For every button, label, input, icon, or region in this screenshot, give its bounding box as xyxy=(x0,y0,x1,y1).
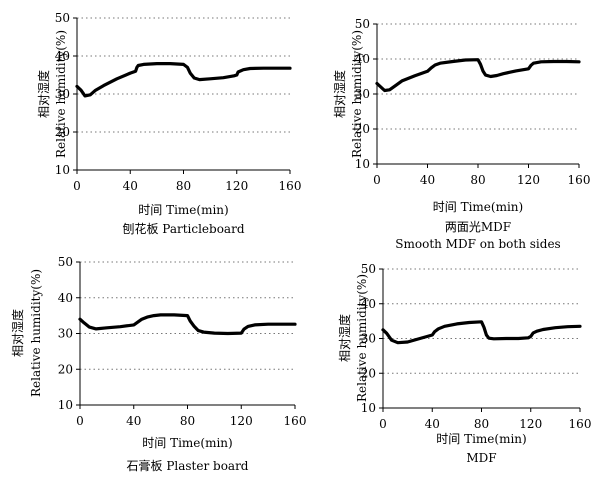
panel-caption: 石膏板 Plaster board xyxy=(127,458,249,473)
x-axis-label: 时间 Time(min) xyxy=(436,432,526,446)
y-tick-label: 40 xyxy=(55,49,70,63)
x-tick-label: 80 xyxy=(470,173,485,187)
y-axis-label-cn: 相对湿度 xyxy=(36,70,51,118)
x-axis-label: 时间 Time(min) xyxy=(138,203,228,217)
x-axis-label: 时间 Time(min) xyxy=(142,436,232,450)
y-axis-label-en: Relative humidity(%) xyxy=(350,30,364,158)
y-tick-label: 30 xyxy=(58,327,73,341)
chart-panel-particleboard: 10 20 30 40 50 0 40 80 120 160 时间 Time(min) 相对湿度 Rel… xyxy=(36,11,301,236)
chart-panel-smooth-mdf: 10 20 30 40 50 0 40 80 120 160 时间 Time(min) 相对湿度 Rel… xyxy=(332,17,590,251)
x-tick-label: 120 xyxy=(225,179,248,193)
x-tick-label: 40 xyxy=(425,417,440,431)
x-tick-label: 120 xyxy=(230,414,253,428)
y-axis-label-en: Relative humidity(%) xyxy=(54,30,68,158)
chart-panel-mdf: 10 20 30 40 50 0 40 80 120 160 时间 Time(min) 相对湿度 Rel… xyxy=(337,262,591,465)
y-tick-label: 50 xyxy=(58,255,73,269)
y-tick-label: 10 xyxy=(55,163,70,177)
panel-caption: 两面光MDF xyxy=(445,220,511,234)
series-line xyxy=(375,58,581,93)
x-axis-label: 时间 Time(min) xyxy=(433,200,523,214)
x-tick-label: 160 xyxy=(279,179,302,193)
x-tick-label: 120 xyxy=(517,173,540,187)
y-axis-label-cn: 相对湿度 xyxy=(10,309,25,357)
y-tick-label: 30 xyxy=(361,332,376,346)
x-tick-label: 0 xyxy=(379,417,387,431)
panel-caption: MDF xyxy=(466,451,496,465)
panel-caption: 刨花板 Particleboard xyxy=(122,221,244,236)
x-tick-label: 0 xyxy=(373,173,381,187)
x-tick-label: 80 xyxy=(474,417,489,431)
chart-panel-plaster-board: 10 20 30 40 50 0 40 80 120 160 时间 Time(min) 相对湿度 Rel… xyxy=(10,255,306,473)
x-tick-label: 120 xyxy=(519,417,542,431)
y-axis-label-en: Relative humidity(%) xyxy=(29,269,43,397)
series-line xyxy=(381,320,582,345)
x-tick-label: 160 xyxy=(284,414,307,428)
y-axis-label-cn: 相对湿度 xyxy=(337,314,352,362)
y-tick-label: 20 xyxy=(58,362,73,376)
y-tick-label: 20 xyxy=(355,122,370,136)
x-tick-label: 160 xyxy=(568,173,591,187)
y-tick-label: 50 xyxy=(55,11,70,25)
y-tick-label: 30 xyxy=(355,87,370,101)
series-line xyxy=(75,61,292,98)
x-tick-label: 160 xyxy=(569,417,592,431)
x-tick-label: 40 xyxy=(126,414,141,428)
y-tick-label: 40 xyxy=(361,297,376,311)
y-tick-label: 10 xyxy=(361,401,376,415)
y-tick-label: 10 xyxy=(58,398,73,412)
x-tick-label: 40 xyxy=(420,173,435,187)
y-tick-label: 50 xyxy=(361,262,376,276)
panel-caption: Smooth MDF on both sides xyxy=(395,237,560,251)
y-tick-label: 10 xyxy=(355,157,370,171)
y-tick-label: 20 xyxy=(361,366,376,380)
x-tick-label: 40 xyxy=(123,179,138,193)
y-axis-label-cn: 相对湿度 xyxy=(332,70,347,118)
series-line xyxy=(78,313,297,336)
x-tick-label: 80 xyxy=(176,179,191,193)
x-tick-label: 0 xyxy=(73,179,81,193)
y-tick-label: 50 xyxy=(355,17,370,31)
y-tick-label: 40 xyxy=(58,291,73,305)
y-tick-label: 40 xyxy=(355,52,370,66)
x-tick-label: 0 xyxy=(76,414,84,428)
y-tick-label: 30 xyxy=(55,87,70,101)
y-tick-label: 20 xyxy=(55,125,70,139)
y-axis-label-en: Relative humidity(%) xyxy=(355,274,369,402)
x-tick-label: 80 xyxy=(180,414,195,428)
